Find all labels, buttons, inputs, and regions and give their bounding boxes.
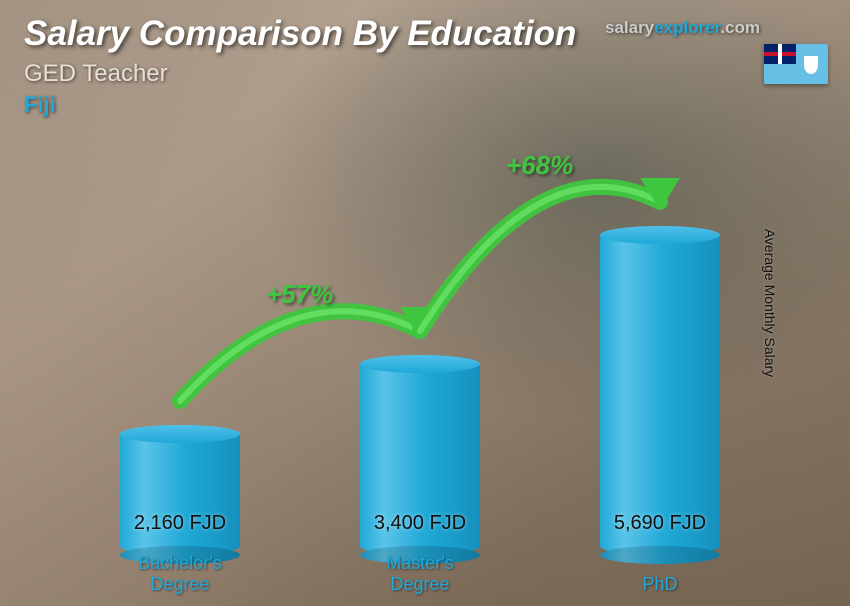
flag-shield	[804, 56, 818, 74]
bar-category-label: PhD	[580, 574, 740, 596]
bar-top-ellipse	[600, 226, 720, 244]
bar-category-label: Master'sDegree	[340, 553, 500, 596]
country-flag-icon	[764, 44, 828, 84]
brand-watermark: salaryexplorer.com	[605, 18, 760, 38]
flag-union-jack	[764, 44, 796, 64]
brand-suffix: .com	[720, 18, 760, 37]
bar-top-ellipse	[120, 425, 240, 443]
page-subtitle: GED Teacher	[24, 60, 826, 88]
increase-percent-label: +57%	[266, 279, 333, 310]
bar-category-label: Bachelor'sDegree	[100, 553, 260, 596]
bar-top-ellipse	[360, 355, 480, 373]
bar-body	[600, 235, 720, 555]
brand-part-blue: explorer	[654, 18, 720, 37]
bar-body	[120, 434, 240, 555]
country-name: Fiji	[24, 92, 826, 118]
bar	[600, 226, 720, 546]
bar-chart: 2,160 FJDBachelor'sDegree3,400 FJDMaster…	[60, 160, 790, 546]
brand-part-gray: salary	[605, 18, 654, 37]
